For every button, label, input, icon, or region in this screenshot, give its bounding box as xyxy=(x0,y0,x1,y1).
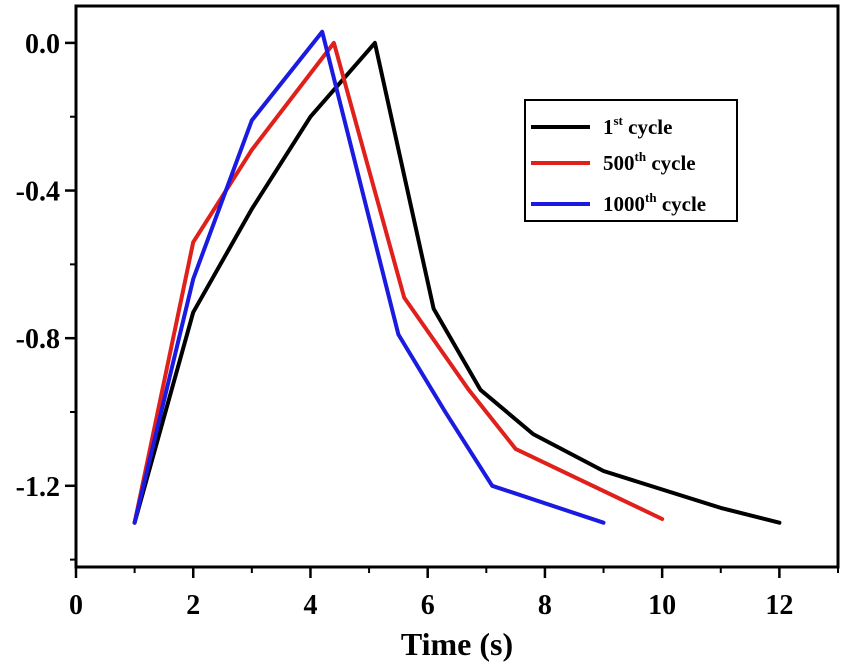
y-tick-label: 0.0 xyxy=(25,29,60,60)
series-layer xyxy=(132,29,782,525)
y-tick-label: -0.4 xyxy=(16,177,60,208)
x-tick-label: 6 xyxy=(421,590,435,621)
x-axis-title: Time (s) xyxy=(401,626,513,662)
y-tick-label: -1.2 xyxy=(16,472,60,503)
axis-ticks: 0 2 4 6 8 10 12 0.0 -0.4 -0.8 -1.2 xyxy=(16,29,839,621)
legend: 1st cycle 500th cycle 1000th cycle xyxy=(524,99,738,222)
y-tick-label: -0.8 xyxy=(16,324,60,355)
series-line-2 xyxy=(132,40,665,525)
legend-label-2: 500th cycle xyxy=(603,149,696,175)
legend-label-1: 1st cycle xyxy=(603,113,672,139)
legend-box xyxy=(524,99,738,222)
plot-area-frame xyxy=(74,4,840,569)
series-line-3 xyxy=(132,29,606,525)
x-tick-label: 0 xyxy=(69,590,83,621)
series-line-1 xyxy=(132,40,782,525)
x-tick-label: 2 xyxy=(186,590,200,621)
x-tick-label: 10 xyxy=(648,590,676,621)
x-tick-label: 8 xyxy=(538,590,552,621)
x-tick-label: 4 xyxy=(303,590,317,621)
legend-label-3: 1000th cycle xyxy=(603,190,706,216)
x-tick-label: 12 xyxy=(765,590,793,621)
